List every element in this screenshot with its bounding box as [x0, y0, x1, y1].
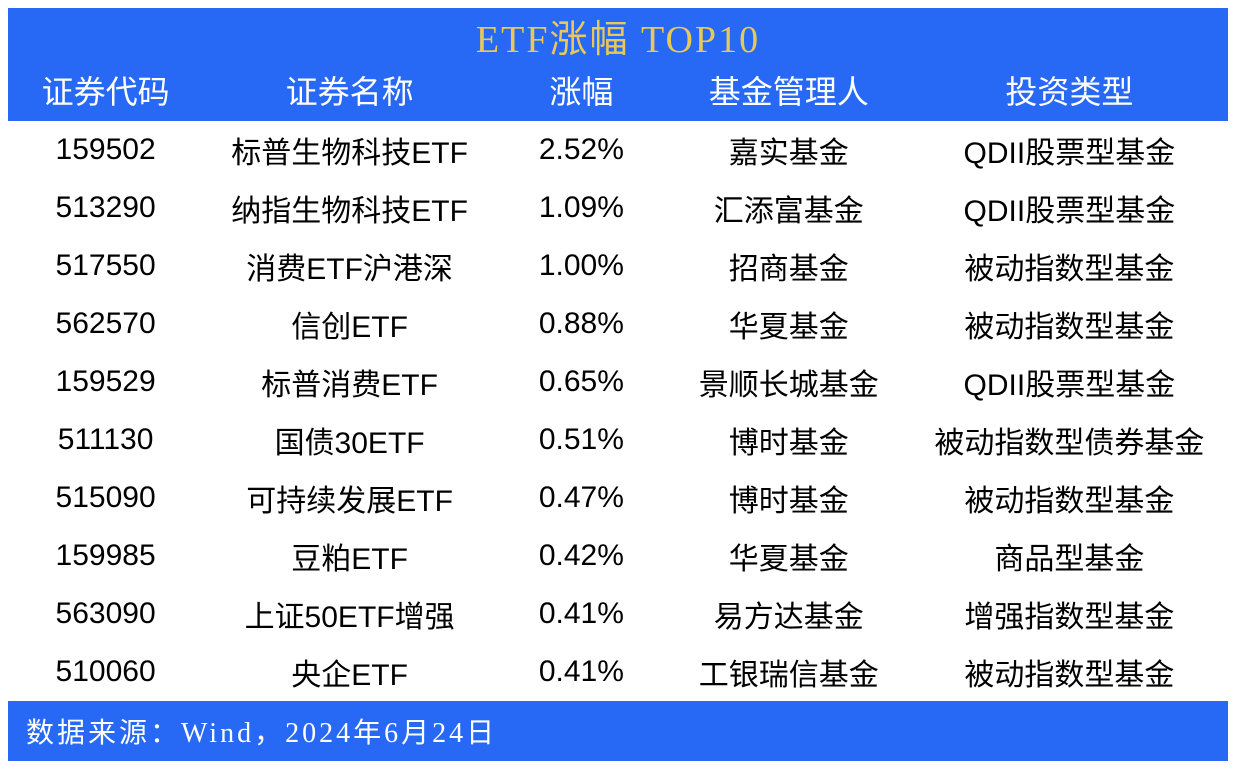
- table-footer-row: 数据来源：Wind，2024年6月24日: [8, 701, 1228, 761]
- cell-name: 央企ETF: [203, 643, 496, 701]
- cell-name: 可持续发展ETF: [203, 469, 496, 527]
- cell-code: 511130: [8, 411, 203, 469]
- table-row: 562570 信创ETF 0.88% 华夏基金 被动指数型基金: [8, 295, 1228, 353]
- table-header-row: 证券代码 证券名称 涨幅 基金管理人 投资类型: [8, 63, 1228, 121]
- cell-manager: 华夏基金: [667, 527, 911, 585]
- cell-manager: 工银瑞信基金: [667, 643, 911, 701]
- cell-code: 517550: [8, 237, 203, 295]
- cell-change: 0.41%: [496, 643, 667, 701]
- cell-type: 被动指数型基金: [911, 295, 1228, 353]
- table-row: 513290 纳指生物科技ETF 1.09% 汇添富基金 QDII股票型基金: [8, 179, 1228, 237]
- cell-code: 510060: [8, 643, 203, 701]
- cell-name: 上证50ETF增强: [203, 585, 496, 643]
- cell-type: 商品型基金: [911, 527, 1228, 585]
- cell-code: 562570: [8, 295, 203, 353]
- etf-top10-table: ETF涨幅 TOP10 证券代码 证券名称 涨幅 基金管理人 投资类型 1595…: [8, 8, 1228, 761]
- cell-change: 0.65%: [496, 353, 667, 411]
- cell-change: 2.52%: [496, 121, 667, 179]
- cell-name: 纳指生物科技ETF: [203, 179, 496, 237]
- table-row: 563090 上证50ETF增强 0.41% 易方达基金 增强指数型基金: [8, 585, 1228, 643]
- cell-type: 被动指数型债券基金: [911, 411, 1228, 469]
- cell-name: 信创ETF: [203, 295, 496, 353]
- cell-code: 159985: [8, 527, 203, 585]
- cell-manager: 博时基金: [667, 411, 911, 469]
- cell-name: 豆粕ETF: [203, 527, 496, 585]
- cell-code: 563090: [8, 585, 203, 643]
- cell-name: 标普生物科技ETF: [203, 121, 496, 179]
- cell-manager: 汇添富基金: [667, 179, 911, 237]
- cell-manager: 易方达基金: [667, 585, 911, 643]
- cell-manager: 华夏基金: [667, 295, 911, 353]
- cell-change: 0.88%: [496, 295, 667, 353]
- table-row: 511130 国债30ETF 0.51% 博时基金 被动指数型债券基金: [8, 411, 1228, 469]
- cell-type: QDII股票型基金: [911, 121, 1228, 179]
- cell-type: 被动指数型基金: [911, 237, 1228, 295]
- column-header-name: 证券名称: [203, 63, 496, 121]
- cell-code: 159502: [8, 121, 203, 179]
- table-row: 159985 豆粕ETF 0.42% 华夏基金 商品型基金: [8, 527, 1228, 585]
- table-row: 517550 消费ETF沪港深 1.00% 招商基金 被动指数型基金: [8, 237, 1228, 295]
- table-row: 159502 标普生物科技ETF 2.52% 嘉实基金 QDII股票型基金: [8, 121, 1228, 179]
- column-header-manager: 基金管理人: [667, 63, 911, 121]
- cell-type: 被动指数型基金: [911, 643, 1228, 701]
- cell-manager: 博时基金: [667, 469, 911, 527]
- table-body: 159502 标普生物科技ETF 2.52% 嘉实基金 QDII股票型基金 51…: [8, 121, 1228, 701]
- column-header-code: 证券代码: [8, 63, 203, 121]
- cell-change: 0.42%: [496, 527, 667, 585]
- cell-change: 1.09%: [496, 179, 667, 237]
- column-header-change: 涨幅: [496, 63, 667, 121]
- cell-name: 国债30ETF: [203, 411, 496, 469]
- cell-manager: 景顺长城基金: [667, 353, 911, 411]
- column-header-type: 投资类型: [911, 63, 1228, 121]
- table-title-row: ETF涨幅 TOP10: [8, 8, 1228, 63]
- cell-name: 标普消费ETF: [203, 353, 496, 411]
- cell-change: 0.41%: [496, 585, 667, 643]
- cell-manager: 招商基金: [667, 237, 911, 295]
- cell-change: 1.00%: [496, 237, 667, 295]
- cell-code: 515090: [8, 469, 203, 527]
- table-row: 510060 央企ETF 0.41% 工银瑞信基金 被动指数型基金: [8, 643, 1228, 701]
- cell-code: 513290: [8, 179, 203, 237]
- cell-type: QDII股票型基金: [911, 353, 1228, 411]
- cell-code: 159529: [8, 353, 203, 411]
- data-source-label: 数据来源：Wind，2024年6月24日: [8, 701, 1228, 761]
- table-row: 159529 标普消费ETF 0.65% 景顺长城基金 QDII股票型基金: [8, 353, 1228, 411]
- cell-type: 被动指数型基金: [911, 469, 1228, 527]
- cell-change: 0.47%: [496, 469, 667, 527]
- table-row: 515090 可持续发展ETF 0.47% 博时基金 被动指数型基金: [8, 469, 1228, 527]
- cell-type: 增强指数型基金: [911, 585, 1228, 643]
- cell-manager: 嘉实基金: [667, 121, 911, 179]
- cell-change: 0.51%: [496, 411, 667, 469]
- table-title: ETF涨幅 TOP10: [476, 19, 760, 61]
- cell-type: QDII股票型基金: [911, 179, 1228, 237]
- cell-name: 消费ETF沪港深: [203, 237, 496, 295]
